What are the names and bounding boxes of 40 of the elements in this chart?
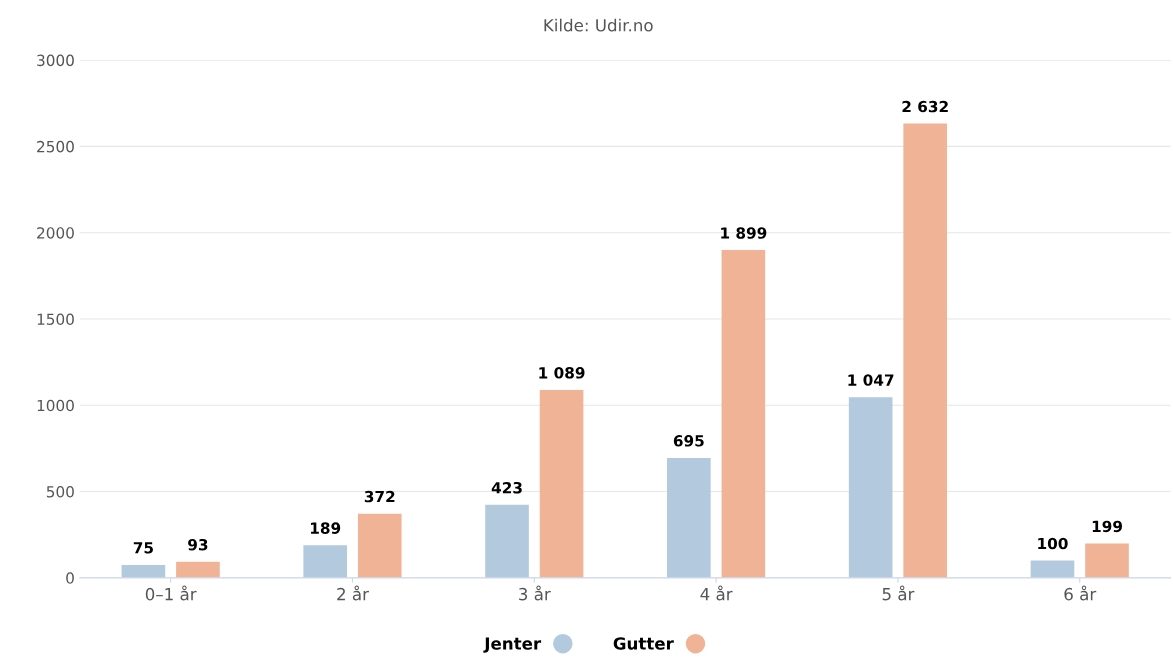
y-tick-label: 1500: [37, 313, 74, 325]
x-tick-label: 3 år: [519, 585, 551, 601]
data-label: 75: [133, 542, 153, 554]
bar: [485, 504, 529, 578]
x-tick-label: 5 år: [882, 585, 915, 601]
x-tick-label: 6 år: [1064, 585, 1097, 601]
x-tick-label: 0–1 år: [145, 585, 197, 601]
data-label: 2 632: [902, 100, 948, 113]
data-label: 695: [673, 435, 704, 447]
y-tick-label: 3000: [37, 54, 74, 67]
data-label: 1 899: [721, 227, 767, 239]
bar: [1085, 543, 1129, 578]
x-tick-label: 4 år: [700, 585, 733, 601]
bar: [121, 564, 166, 578]
bar: [848, 397, 893, 578]
bar: [667, 457, 711, 578]
data-label: 372: [364, 490, 395, 503]
chart-title: Kilde: Udir.no: [544, 18, 653, 32]
bar: [303, 545, 348, 578]
y-tick-label: 2000: [37, 227, 74, 239]
x-tick-label: 2 år: [337, 585, 369, 601]
y-tick-label: 1000: [37, 399, 74, 412]
data-label: 189: [310, 522, 341, 534]
y-tick-label: 0: [66, 572, 74, 584]
data-label: 199: [1092, 520, 1122, 533]
bar: [1030, 560, 1075, 578]
legend-label: Jenter: [483, 637, 542, 653]
y-tick-label: 2500: [37, 140, 74, 153]
bar: [721, 250, 766, 578]
data-label: 93: [188, 538, 208, 551]
legend-label: Gutter: [613, 637, 674, 650]
bar: [176, 561, 220, 578]
bar: [539, 389, 584, 578]
data-label: 1 089: [539, 367, 585, 379]
y-tick-label: 500: [46, 486, 74, 498]
bar: [903, 123, 948, 578]
data-label: 423: [491, 481, 522, 494]
bar: [357, 513, 402, 578]
data-label: 100: [1038, 537, 1068, 550]
data-label: 1 047: [848, 374, 894, 386]
